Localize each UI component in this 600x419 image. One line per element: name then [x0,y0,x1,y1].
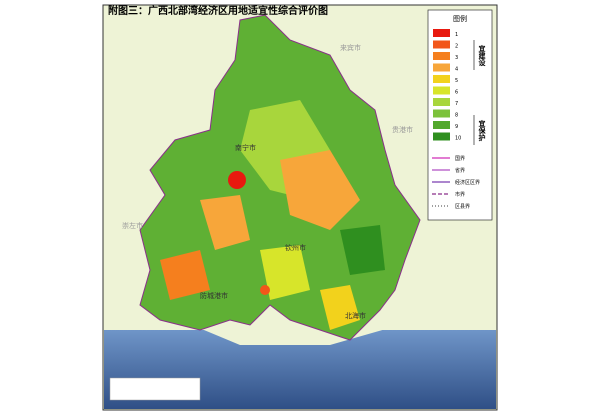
note-box [109,377,201,401]
legend-label: 8 [455,113,458,119]
zone [320,285,360,330]
legend-label: 1 [455,32,458,38]
legend-swatch [433,98,450,106]
legend-swatch [433,86,450,95]
legend-label: 3 [455,55,458,61]
legend-label: 9 [455,124,458,130]
legend-label: 6 [455,90,458,96]
legend-swatch [433,75,450,83]
legend-label: 5 [455,78,458,84]
place-label: 贵港市 [392,125,413,134]
legend-label: 7 [455,101,458,107]
legend-label: 2 [455,44,458,50]
legend-label: 市界 [455,191,465,198]
zone [160,250,210,300]
legend-group: 宜保护 [478,119,487,142]
legend-swatch [433,40,450,49]
zone [200,195,250,250]
urban-area [228,171,246,189]
legend-swatch [433,52,450,60]
title: 附图三：广西北部湾经济区用地适宜性综合评价图 [108,4,328,17]
legend-label: 国界 [455,156,465,162]
legend-group: 宜建设 [478,44,487,67]
place-label: 钦州市 [285,243,306,252]
legend-swatch [433,63,450,72]
zone [280,150,360,230]
urban-area [260,285,270,295]
legend-swatch [433,132,450,141]
legend-swatch [433,29,450,37]
legend-swatch [433,109,450,118]
place-label: 北海市 [345,311,366,320]
legend-title: 图例 [453,14,467,23]
legend-swatch [433,121,450,129]
legend-label: 经济区区界 [455,179,480,186]
legend-label: 区县界 [455,204,470,210]
legend-label: 10 [455,136,461,142]
place-label: 来宾市 [340,43,361,52]
place-label: 南宁市 [235,143,256,152]
legend-label: 4 [455,67,458,73]
zone [260,245,310,300]
place-label: 防城港市 [200,291,228,300]
legend-label: 省界 [455,167,465,174]
zone [340,225,385,275]
place-label: 崇左市 [122,221,143,230]
